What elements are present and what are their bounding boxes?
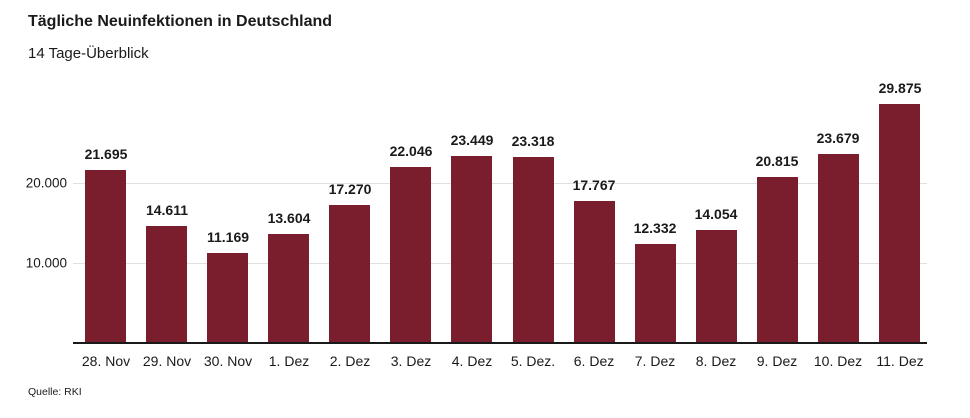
bar-8-dez [696, 230, 737, 342]
gridline [73, 183, 927, 184]
bar-value-label: 20.815 [755, 153, 799, 169]
bar-5-dez [513, 157, 554, 342]
bar-value-label: 11.169 [206, 229, 250, 245]
bar-value-label: 23.449 [450, 132, 494, 148]
bar-9-dez [757, 177, 798, 342]
bar-value-label: 29.875 [878, 80, 922, 96]
source-note: Quelle: RKI [28, 386, 82, 398]
chart-title: Tägliche Neuinfektionen in Deutschland [28, 13, 333, 30]
x-axis-tick-label: 10. Dez [813, 353, 863, 369]
x-axis-tick-label: 30. Nov [203, 353, 253, 369]
chart-subtitle: 14 Tage-Überblick [28, 45, 149, 62]
bar-7-dez [635, 244, 676, 342]
bar-11-dez [879, 104, 920, 342]
bar-1-dez [268, 234, 309, 342]
bar-value-label: 14.611 [145, 202, 189, 218]
bar-28-nov [85, 170, 126, 342]
x-axis-tick-label: 11. Dez [876, 353, 924, 369]
bar-value-label: 23.679 [816, 130, 860, 146]
bar-29-nov [146, 226, 187, 342]
bar-value-label: 23.318 [511, 133, 555, 149]
bar-value-label: 22.046 [389, 143, 433, 159]
x-axis-tick-label: 9. Dez [756, 353, 798, 369]
x-axis-tick-label: 2. Dez [329, 353, 371, 369]
bar-value-label: 21.695 [84, 146, 128, 162]
bar-value-label: 13.604 [267, 210, 311, 226]
y-axis-tick-label: 20.000 [25, 175, 67, 191]
bar-4-dez [451, 156, 492, 342]
bar-3-dez [390, 167, 431, 342]
bar-value-label: 12.332 [633, 220, 677, 236]
bar-value-label: 17.270 [328, 181, 372, 197]
x-axis-line [73, 342, 927, 344]
bar-30-nov [207, 253, 248, 342]
bar-6-dez [574, 201, 615, 342]
x-axis-tick-label: 6. Dez [573, 353, 615, 369]
x-axis-tick-label: 5. Dez. [510, 353, 556, 369]
x-axis-tick-label: 3. Dez [390, 353, 432, 369]
y-axis-tick-label: 10.000 [25, 255, 67, 271]
x-axis-tick-label: 4. Dez [451, 353, 493, 369]
bar-value-label: 14.054 [694, 206, 738, 222]
x-axis-tick-label: 7. Dez [634, 353, 676, 369]
x-axis-tick-label: 29. Nov [142, 353, 192, 369]
bar-10-dez [818, 154, 859, 342]
bar-value-label: 17.767 [572, 177, 616, 193]
gridline [73, 263, 927, 264]
x-axis-tick-label: 8. Dez [695, 353, 737, 369]
x-axis-tick-label: 1. Dez [268, 353, 310, 369]
bar-2-dez [329, 205, 370, 342]
x-axis-tick-label: 28. Nov [81, 353, 131, 369]
